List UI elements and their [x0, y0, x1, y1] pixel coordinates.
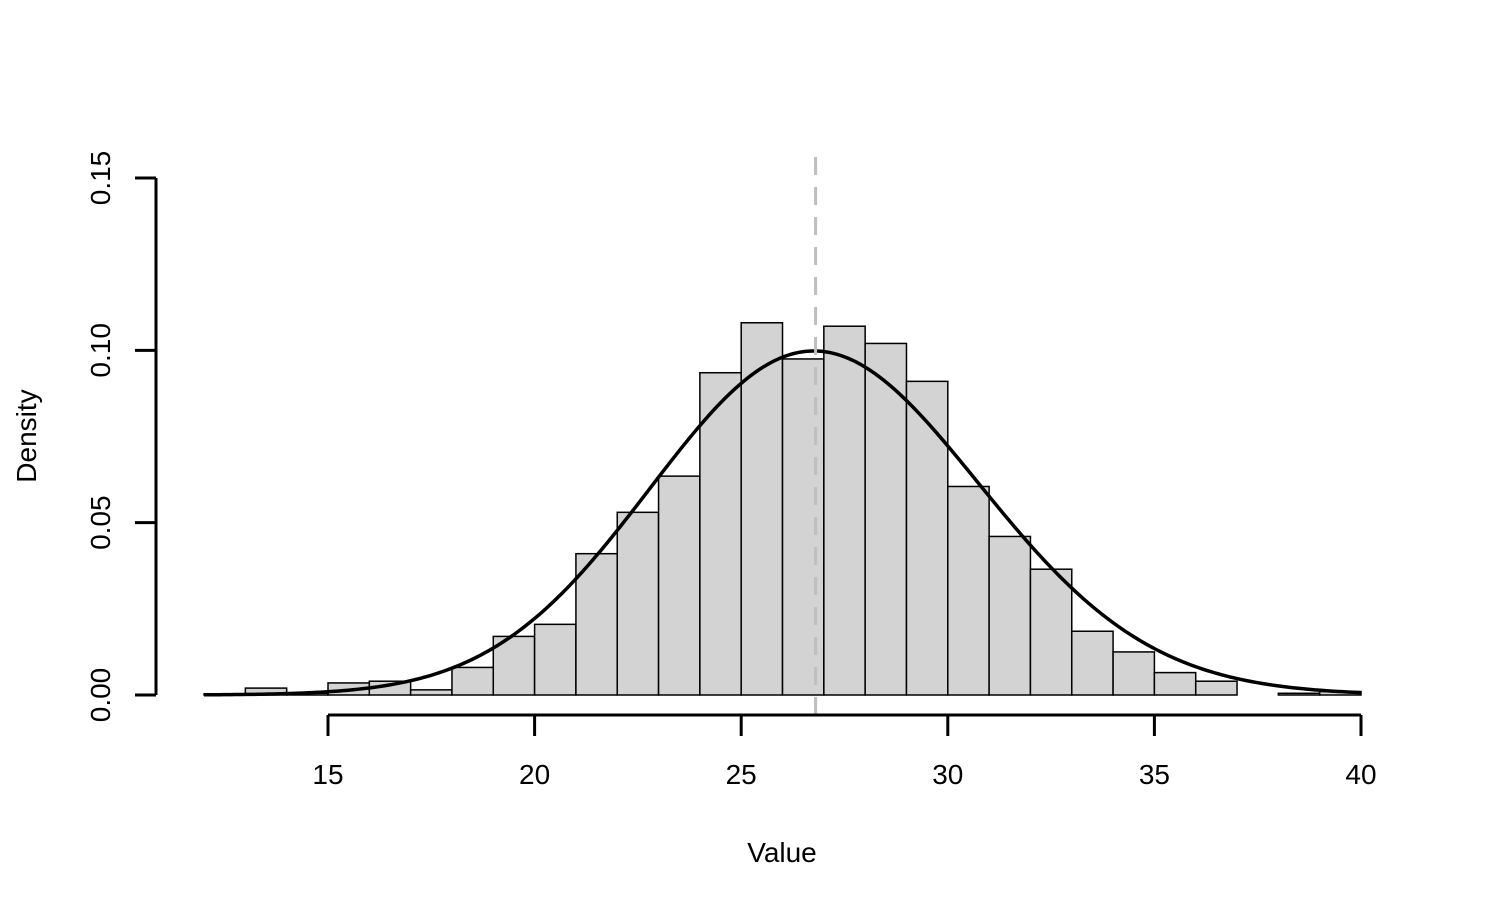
density-curve	[204, 349, 1362, 697]
histogram-bar	[1194, 680, 1238, 696]
x-axis-title: Value	[747, 837, 817, 868]
histogram-bar	[409, 689, 453, 696]
histogram-bar	[988, 535, 1032, 696]
y-tick-label: 0.00	[85, 668, 116, 723]
x-tick-label: 25	[726, 759, 757, 790]
histogram-bar	[781, 358, 825, 696]
histogram-bar	[533, 623, 577, 696]
histogram-bar	[864, 342, 908, 696]
histogram-bar	[699, 371, 742, 696]
histogram-bar	[905, 380, 949, 696]
x-axis: 15 20 25 30 35 40	[312, 713, 1377, 790]
y-axis-title: Density	[11, 389, 42, 482]
histogram-bars	[203, 322, 1362, 696]
y-tick-label: 0.05	[85, 495, 116, 550]
x-tick-label: 35	[1139, 759, 1170, 790]
y-tick-label: 0.10	[85, 323, 116, 378]
y-axis: 0.00 0.05 0.10 0.15	[85, 151, 158, 723]
histogram-bar	[823, 325, 866, 696]
y-tick-label: 0.15	[85, 151, 116, 206]
x-tick-label: 30	[932, 759, 963, 790]
histogram-bar	[1112, 651, 1156, 696]
histogram-bar	[492, 635, 536, 696]
x-axis-ticks: 15 20 25 30 35 40	[312, 715, 1377, 790]
x-tick-label: 15	[312, 759, 343, 790]
x-tick-label: 40	[1345, 759, 1376, 790]
y-axis-ticks: 0.00 0.05 0.10 0.15	[85, 151, 156, 723]
x-tick-label: 20	[519, 759, 550, 790]
histogram-bar	[947, 485, 990, 696]
histogram-bar	[1277, 692, 1321, 696]
histogram-bar	[657, 475, 701, 696]
histogram-bar	[1029, 568, 1073, 696]
histogram-bar	[1153, 671, 1197, 696]
histogram-bar	[1071, 630, 1114, 696]
histogram-bar	[451, 666, 495, 696]
histogram-bar	[575, 552, 618, 696]
histogram-bar	[616, 511, 660, 696]
